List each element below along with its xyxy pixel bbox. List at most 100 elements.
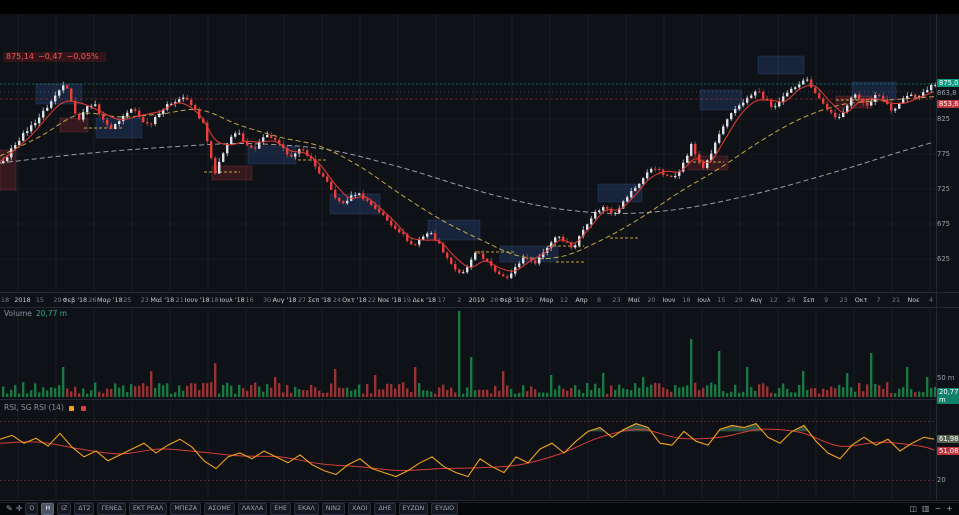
toolbar-button-ιζ[interactable]: ΙΖ	[57, 503, 72, 515]
time-axis-label: Αυγ '18	[272, 296, 297, 304]
legend-change-pct: −0,05%	[66, 52, 99, 61]
rsi-value-badge[interactable]: 61,98	[937, 435, 959, 444]
toolbar-right-group: ◫ ▥ − +	[909, 504, 953, 514]
time-axis-label: Οκτ	[854, 296, 868, 304]
time-axis-label: 24	[332, 296, 342, 304]
time-axis-label: Δεκ '18	[412, 296, 437, 304]
time-axis-label: 27	[297, 296, 307, 304]
toolbar-button-χαοι[interactable]: ΧΑΟΙ	[348, 503, 372, 515]
toolbar-button-γενεδ[interactable]: ΓΕΝΕΔ	[97, 503, 126, 515]
time-axis-label: Νοε '18	[377, 296, 402, 304]
time-axis-label: 26	[88, 296, 97, 304]
time-axis-label: 23	[839, 296, 848, 304]
rsi-ma-swatch	[80, 405, 86, 411]
time-axis-label: 18	[0, 296, 10, 304]
rsi-level-label: 20	[937, 476, 946, 485]
time-axis-label: 2018	[14, 296, 31, 304]
rsi-ma-line	[0, 428, 935, 472]
price-scale[interactable]: 875,0 863,8 853,6 825 775 725 675 625 50 m 20,77 …	[936, 0, 959, 515]
time-axis-label: Σεπ '18	[307, 296, 332, 304]
time-axis-label: Φεβ '18	[62, 296, 88, 304]
bottom-toolbar: ✎ ✛ Ο Η ΙΖ ΔΤ2 ΓΕΝΕΔ ΕΚΤ ΡΕΑΛ ΜΠΕΖΑ ΑΣΟΜΕ ΛΑΧΛΑ ΕΗΕ…	[0, 502, 959, 515]
time-axis-label: 21	[891, 296, 901, 304]
time-axis-label: Ιουν '18	[184, 296, 210, 304]
time-axis-label: Μαρ '18	[96, 296, 123, 304]
time-axis-label: 26	[787, 296, 796, 304]
time-axis-label: 2019	[468, 296, 485, 304]
time-axis-label: 28	[490, 296, 499, 304]
toolbar-button-εηε[interactable]: ΕΗΕ	[270, 503, 291, 515]
toolbar-button-δηε[interactable]: ΔΗΕ	[374, 503, 396, 515]
volume-legend-value: 20,77 m	[35, 309, 68, 318]
rsi-line	[0, 422, 935, 478]
time-axis-label: 12	[560, 296, 569, 304]
time-axis-label: 16	[245, 296, 254, 304]
toolbar-button-εκτ-ρεαλ[interactable]: ΕΚΤ ΡΕΑΛ	[128, 503, 168, 515]
time-axis-label: Αυγ	[750, 296, 763, 304]
rsi-legend-title: RSI, SG RSI (14)	[4, 403, 64, 412]
price-axis-label: 825	[937, 115, 950, 123]
time-axis-label: 12	[769, 296, 778, 304]
time-axis-label: 25	[525, 296, 534, 304]
time-axis-label: Φεβ '19	[499, 296, 524, 304]
crosshair-icon[interactable]: ✛	[15, 504, 23, 513]
alert-price-badge[interactable]: 853,6	[937, 99, 959, 108]
zoom-in-button[interactable]: +	[946, 504, 953, 513]
time-axis-label: 22	[367, 296, 376, 304]
toolbar-button-μπεζα[interactable]: ΜΠΕΖΑ	[170, 503, 202, 515]
zoom-out-button[interactable]: −	[934, 504, 942, 513]
toolbar-button-ευζων[interactable]: ΕΥΖΩΝ	[398, 503, 429, 515]
volume-axis-label: 50 m	[937, 374, 955, 382]
time-axis-label: 18	[210, 296, 219, 304]
time-axis-label: Νοε	[907, 296, 920, 304]
legend-last-price: 875,14	[6, 52, 34, 61]
time-axis-label: 23	[140, 296, 149, 304]
time-axis-label: 7	[876, 296, 881, 304]
time-axis-label: 30	[262, 296, 272, 304]
time-axis-label: 19	[402, 296, 411, 304]
time-axis-label: 23	[612, 296, 621, 304]
time-axis-label: 20	[647, 296, 656, 304]
legend-change: −0,47	[38, 52, 63, 61]
grid-lines	[0, 14, 936, 500]
time-axis-label: 29	[53, 296, 62, 304]
symbol-legend[interactable]: 875,14 −0,47 −0,05%	[3, 52, 106, 62]
time-axis-label: 15	[717, 296, 726, 304]
ma-mid-line	[0, 96, 935, 260]
time-axis-label: Μαρ	[539, 296, 554, 304]
toolbar-button-εκαλ[interactable]: ΕΚΑΛ	[294, 503, 319, 515]
time-axis-label: Ιουλ	[697, 296, 711, 304]
toolbar-button-νιν2[interactable]: ΝΙΝ2	[321, 503, 346, 515]
time-axis-label: 29	[734, 296, 743, 304]
toolbar-button-λαχλα[interactable]: ΛΑΧΛΑ	[237, 503, 268, 515]
time-axis[interactable]: 18 2018 15 29 Φεβ '18 26 Μαρ '18 25 23 Μαϊ '18 21 Ι…	[0, 292, 936, 307]
volume-last-badge[interactable]: 20,77 m	[937, 388, 959, 404]
last-price-badge[interactable]: 875,0	[937, 79, 959, 87]
panes-icon[interactable]: ◫	[909, 504, 918, 513]
ma-fast-line	[0, 84, 935, 272]
toolbar-button-η[interactable]: Η	[41, 503, 55, 515]
time-axis-label: Μαϊ	[628, 296, 640, 304]
toolbar-button-ασομε[interactable]: ΑΣΟΜΕ	[204, 503, 235, 515]
toolbar-button-δτ2[interactable]: ΔΤ2	[74, 503, 95, 515]
rsi-legend[interactable]: RSI, SG RSI (14)	[4, 403, 88, 412]
toolbar-button-ο[interactable]: Ο	[25, 503, 39, 515]
price-axis-label: 725	[937, 185, 950, 193]
time-axis-label: Μαϊ '18	[150, 296, 175, 304]
chart-style-icon[interactable]: ▥	[922, 504, 930, 513]
time-axis-label: 4	[928, 296, 934, 304]
price-axis-label: 675	[937, 220, 950, 228]
time-axis-label: Οκτ '18	[342, 296, 367, 304]
volume-series	[2, 311, 937, 397]
volume-legend[interactable]: Volume 20,77 m	[4, 309, 67, 318]
time-axis-label: 21	[175, 296, 184, 304]
time-axis-label: Απρ	[575, 296, 588, 304]
prev-close-label: 863,8	[937, 89, 957, 98]
toolbar-button-ευδιο[interactable]: ΕΥΔΙΟ	[431, 503, 459, 515]
time-axis-label: Ιουλ '18	[219, 296, 245, 304]
volume-legend-title: Volume	[4, 309, 32, 318]
rsi-ma-value-badge[interactable]: 51,08	[937, 446, 959, 455]
pencil-icon[interactable]: ✎	[6, 504, 13, 513]
price-axis-label: 775	[937, 150, 950, 158]
